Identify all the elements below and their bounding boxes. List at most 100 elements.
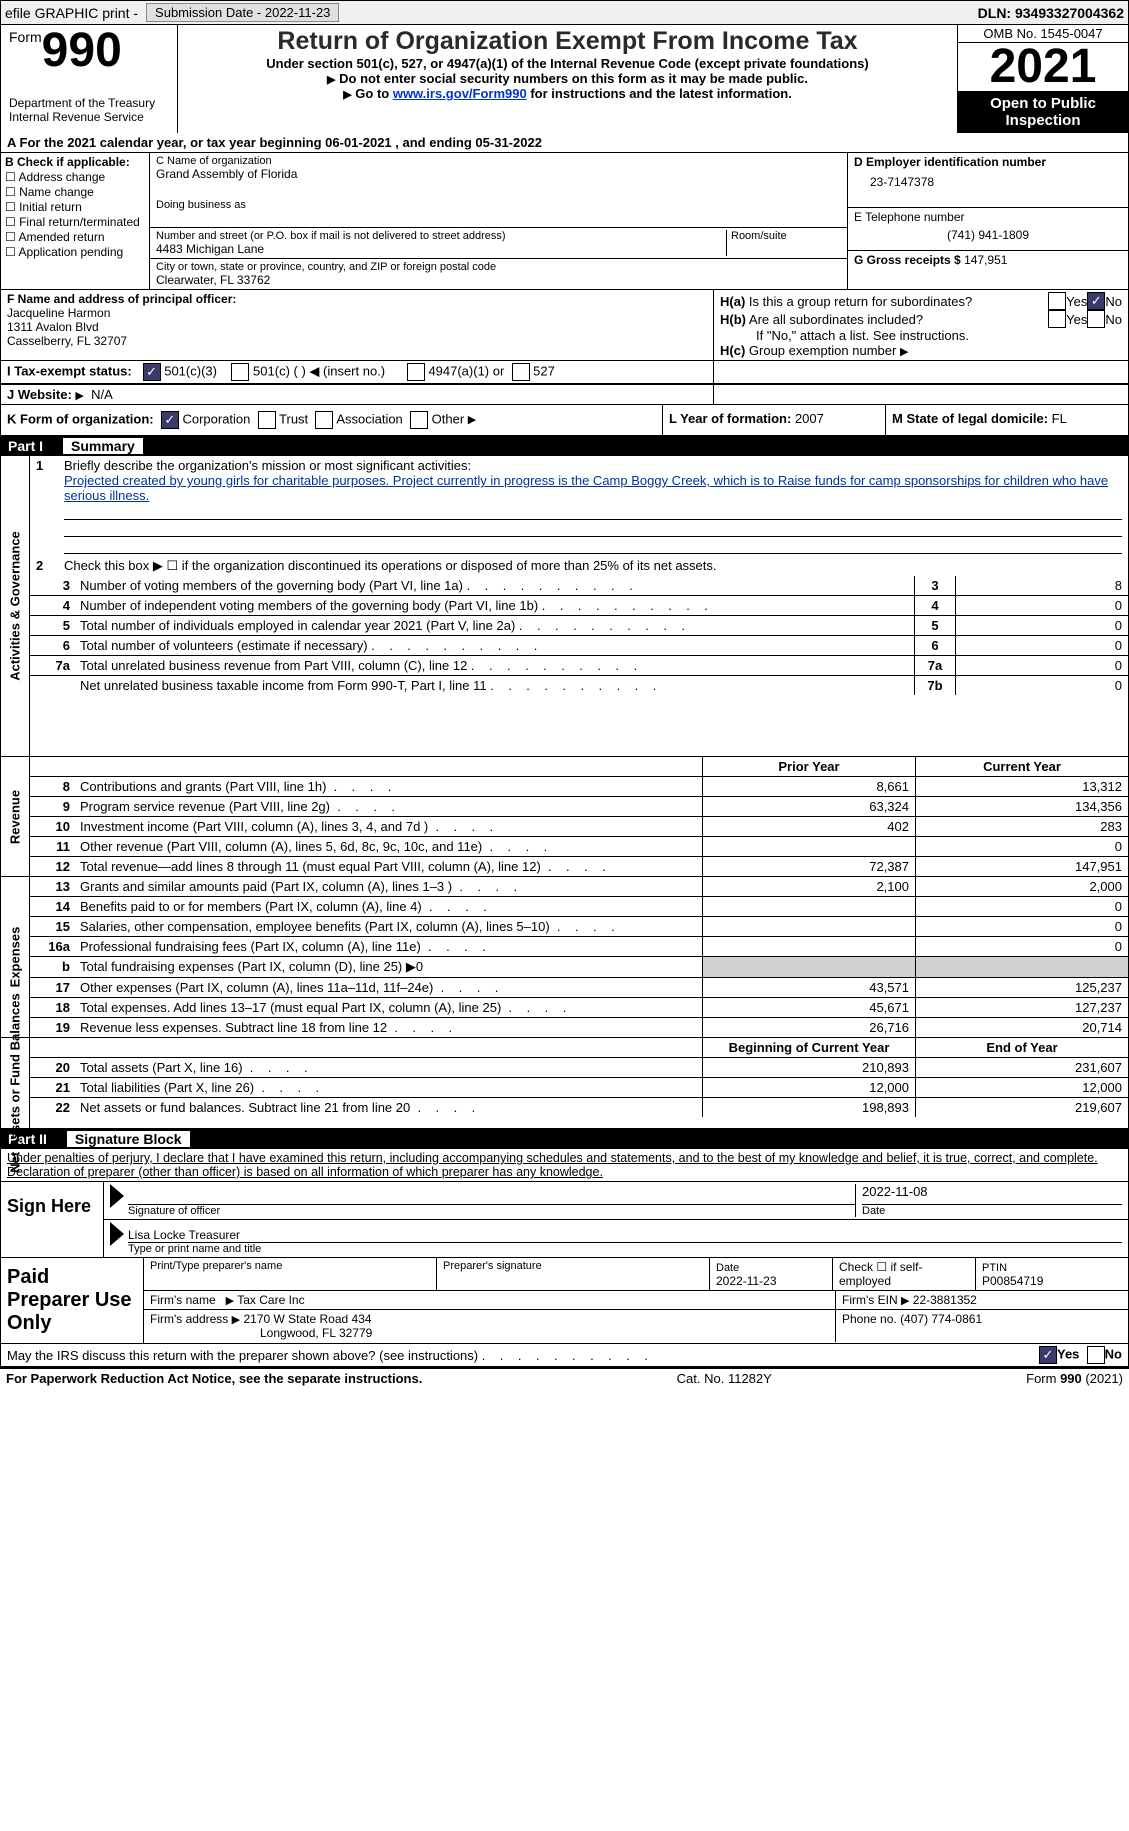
discuss-row: May the IRS discuss this return with the…: [1, 1343, 1128, 1366]
cat-no: Cat. No. 11282Y: [677, 1371, 772, 1386]
form-word: Form: [9, 29, 42, 45]
paid-preparer-label: Paid Preparer Use Only: [1, 1258, 144, 1343]
mission-prompt: Briefly describe the organization's miss…: [64, 458, 471, 473]
date-label: Date: [862, 1205, 1122, 1217]
summary-line: 4Number of independent voting members of…: [30, 596, 1128, 616]
line2-text: Check this box ▶ ☐ if the organization d…: [64, 558, 1122, 574]
cb-application-pending[interactable]: ☐ Application pending: [5, 245, 145, 259]
officer-name: Jacqueline Harmon: [7, 306, 110, 320]
hb-no-checkbox[interactable]: [1087, 310, 1105, 328]
cb-527[interactable]: [512, 363, 530, 381]
summary-line: 12Total revenue—add lines 8 through 11 (…: [30, 857, 1128, 876]
cb-amended-return[interactable]: ☐ Amended return: [5, 230, 145, 244]
org-name: Grand Assembly of Florida: [156, 167, 841, 181]
cb-trust[interactable]: [258, 411, 276, 429]
summary-line: 7aTotal unrelated business revenue from …: [30, 656, 1128, 676]
arrow-icon: [900, 343, 908, 358]
sig-declaration: Under penalties of perjury, I declare th…: [1, 1149, 1128, 1181]
check-self-employed[interactable]: Check ☐ if self-employed: [833, 1258, 976, 1290]
open-inspection: Open to Public Inspection: [958, 91, 1128, 133]
phone-value: (407) 774-0861: [900, 1312, 982, 1326]
box-k: K Form of organization: ✓ Corporation Tr…: [1, 405, 663, 435]
pra-notice: For Paperwork Reduction Act Notice, see …: [6, 1371, 422, 1386]
cb-name-change[interactable]: ☐ Name change: [5, 185, 145, 199]
arrow-icon: [327, 71, 335, 86]
paid-date: 2022-11-23: [716, 1274, 777, 1288]
box-d: D Employer identification number 23-7147…: [848, 153, 1128, 289]
goto-post: for instructions and the latest informat…: [527, 86, 792, 101]
gross-label: G Gross receipts $: [854, 253, 961, 267]
form-title: Return of Organization Exempt From Incom…: [182, 27, 953, 56]
cb-corporation[interactable]: ✓: [161, 411, 179, 429]
part1-num: Part I: [8, 438, 63, 454]
irs-label: Internal Revenue Service: [9, 110, 169, 124]
summary-line: 22Net assets or fund balances. Subtract …: [30, 1098, 1128, 1117]
summary-line: 16aProfessional fundraising fees (Part I…: [30, 937, 1128, 957]
discuss-no-checkbox[interactable]: [1087, 1346, 1105, 1364]
officer-addr2: Casselberry, FL 32707: [7, 334, 127, 348]
hb-yes-checkbox[interactable]: [1048, 310, 1066, 328]
sig-date: 2022-11-08: [862, 1184, 1122, 1205]
firm-name: Tax Care Inc: [237, 1293, 304, 1307]
summary-line: 11Other revenue (Part VIII, column (A), …: [30, 837, 1128, 857]
cb-4947[interactable]: [407, 363, 425, 381]
tax-year: 2021: [958, 43, 1128, 91]
dots: [478, 1348, 648, 1363]
addr-label: Number and street (or P.O. box if mail i…: [156, 230, 726, 242]
summary-line: 3Number of voting members of the governi…: [30, 576, 1128, 596]
part1-title: Summary: [63, 438, 143, 454]
sign-here-label: Sign Here: [1, 1182, 104, 1257]
ein-label: D Employer identification number: [854, 155, 1122, 169]
firm-addr1: 2170 W State Road 434: [243, 1312, 371, 1326]
cb-association[interactable]: [315, 411, 333, 429]
summary-line: 15Salaries, other compensation, employee…: [30, 917, 1128, 937]
submission-date-button[interactable]: Submission Date - 2022-11-23: [146, 3, 339, 22]
irs-link[interactable]: www.irs.gov/Form990: [393, 86, 527, 101]
top-bar: efile GRAPHIC print - Submission Date - …: [0, 0, 1129, 25]
discuss-yes-checkbox[interactable]: ✓: [1039, 1346, 1057, 1364]
part2-title: Signature Block: [67, 1131, 190, 1147]
dln-label: DLN: 93493327004362: [978, 5, 1124, 21]
side-revenue: Revenue: [1, 757, 30, 876]
sig-officer-label: Signature of officer: [128, 1205, 855, 1217]
status-label: I Tax-exempt status:: [7, 363, 132, 378]
line-a-text: For the 2021 calendar year, or tax year …: [20, 135, 542, 150]
ha-text: Is this a group return for subordinates?: [749, 294, 972, 309]
part2-header: Part II Signature Block: [0, 1129, 1129, 1149]
summary-line: 17Other expenses (Part IX, column (A), l…: [30, 978, 1128, 998]
side-activities: Activities & Governance: [1, 456, 30, 756]
hc-note: If "No," attach a list. See instructions…: [720, 328, 1122, 343]
box-c: C Name of organization Grand Assembly of…: [150, 153, 848, 289]
summary-line: 5Total number of individuals employed in…: [30, 616, 1128, 636]
cb-501c[interactable]: [231, 363, 249, 381]
tel-label: E Telephone number: [854, 210, 1122, 224]
arrow-icon: [232, 1312, 240, 1326]
footer: For Paperwork Reduction Act Notice, see …: [0, 1367, 1129, 1388]
hb-text: Are all subordinates included?: [749, 312, 923, 327]
cb-initial-return[interactable]: ☐ Initial return: [5, 200, 145, 214]
type-name-label: Type or print name and title: [128, 1243, 1122, 1255]
cb-address-change[interactable]: ☐ Address change: [5, 170, 145, 184]
title-cell: Return of Organization Exempt From Incom…: [178, 25, 957, 133]
website-value: N/A: [91, 387, 113, 402]
firm-addr-label: Firm's address: [150, 1312, 228, 1326]
cb-501c3[interactable]: ✓: [143, 363, 161, 381]
firm-name-label: Firm's name: [150, 1293, 216, 1307]
ha-yes-checkbox[interactable]: [1048, 292, 1066, 310]
summary-line: 19Revenue less expenses. Subtract line 1…: [30, 1018, 1128, 1037]
box-m: M State of legal domicile: FL: [886, 405, 1128, 435]
city-value: Clearwater, FL 33762: [156, 273, 841, 287]
prep-sig-label: Preparer's signature: [443, 1260, 703, 1272]
ha-no-checkbox[interactable]: ✓: [1087, 292, 1105, 310]
dept-treasury: Department of the Treasury: [9, 96, 169, 110]
box-h: H(a) Is this a group return for subordin…: [714, 290, 1128, 360]
officer-addr1: 1311 Avalon Blvd: [7, 320, 99, 334]
tel-value: (741) 941-1809: [854, 228, 1122, 242]
summary-line: 18Total expenses. Add lines 13–17 (must …: [30, 998, 1128, 1018]
cb-other[interactable]: [410, 411, 428, 429]
ptin-value: P00854719: [982, 1274, 1043, 1288]
netasset-header: Beginning of Current Year End of Year: [30, 1038, 1128, 1058]
summary-line: Net unrelated business taxable income fr…: [30, 676, 1128, 695]
part1-header: Part I Summary: [0, 436, 1129, 456]
cb-final-return[interactable]: ☐ Final return/terminated: [5, 215, 145, 229]
